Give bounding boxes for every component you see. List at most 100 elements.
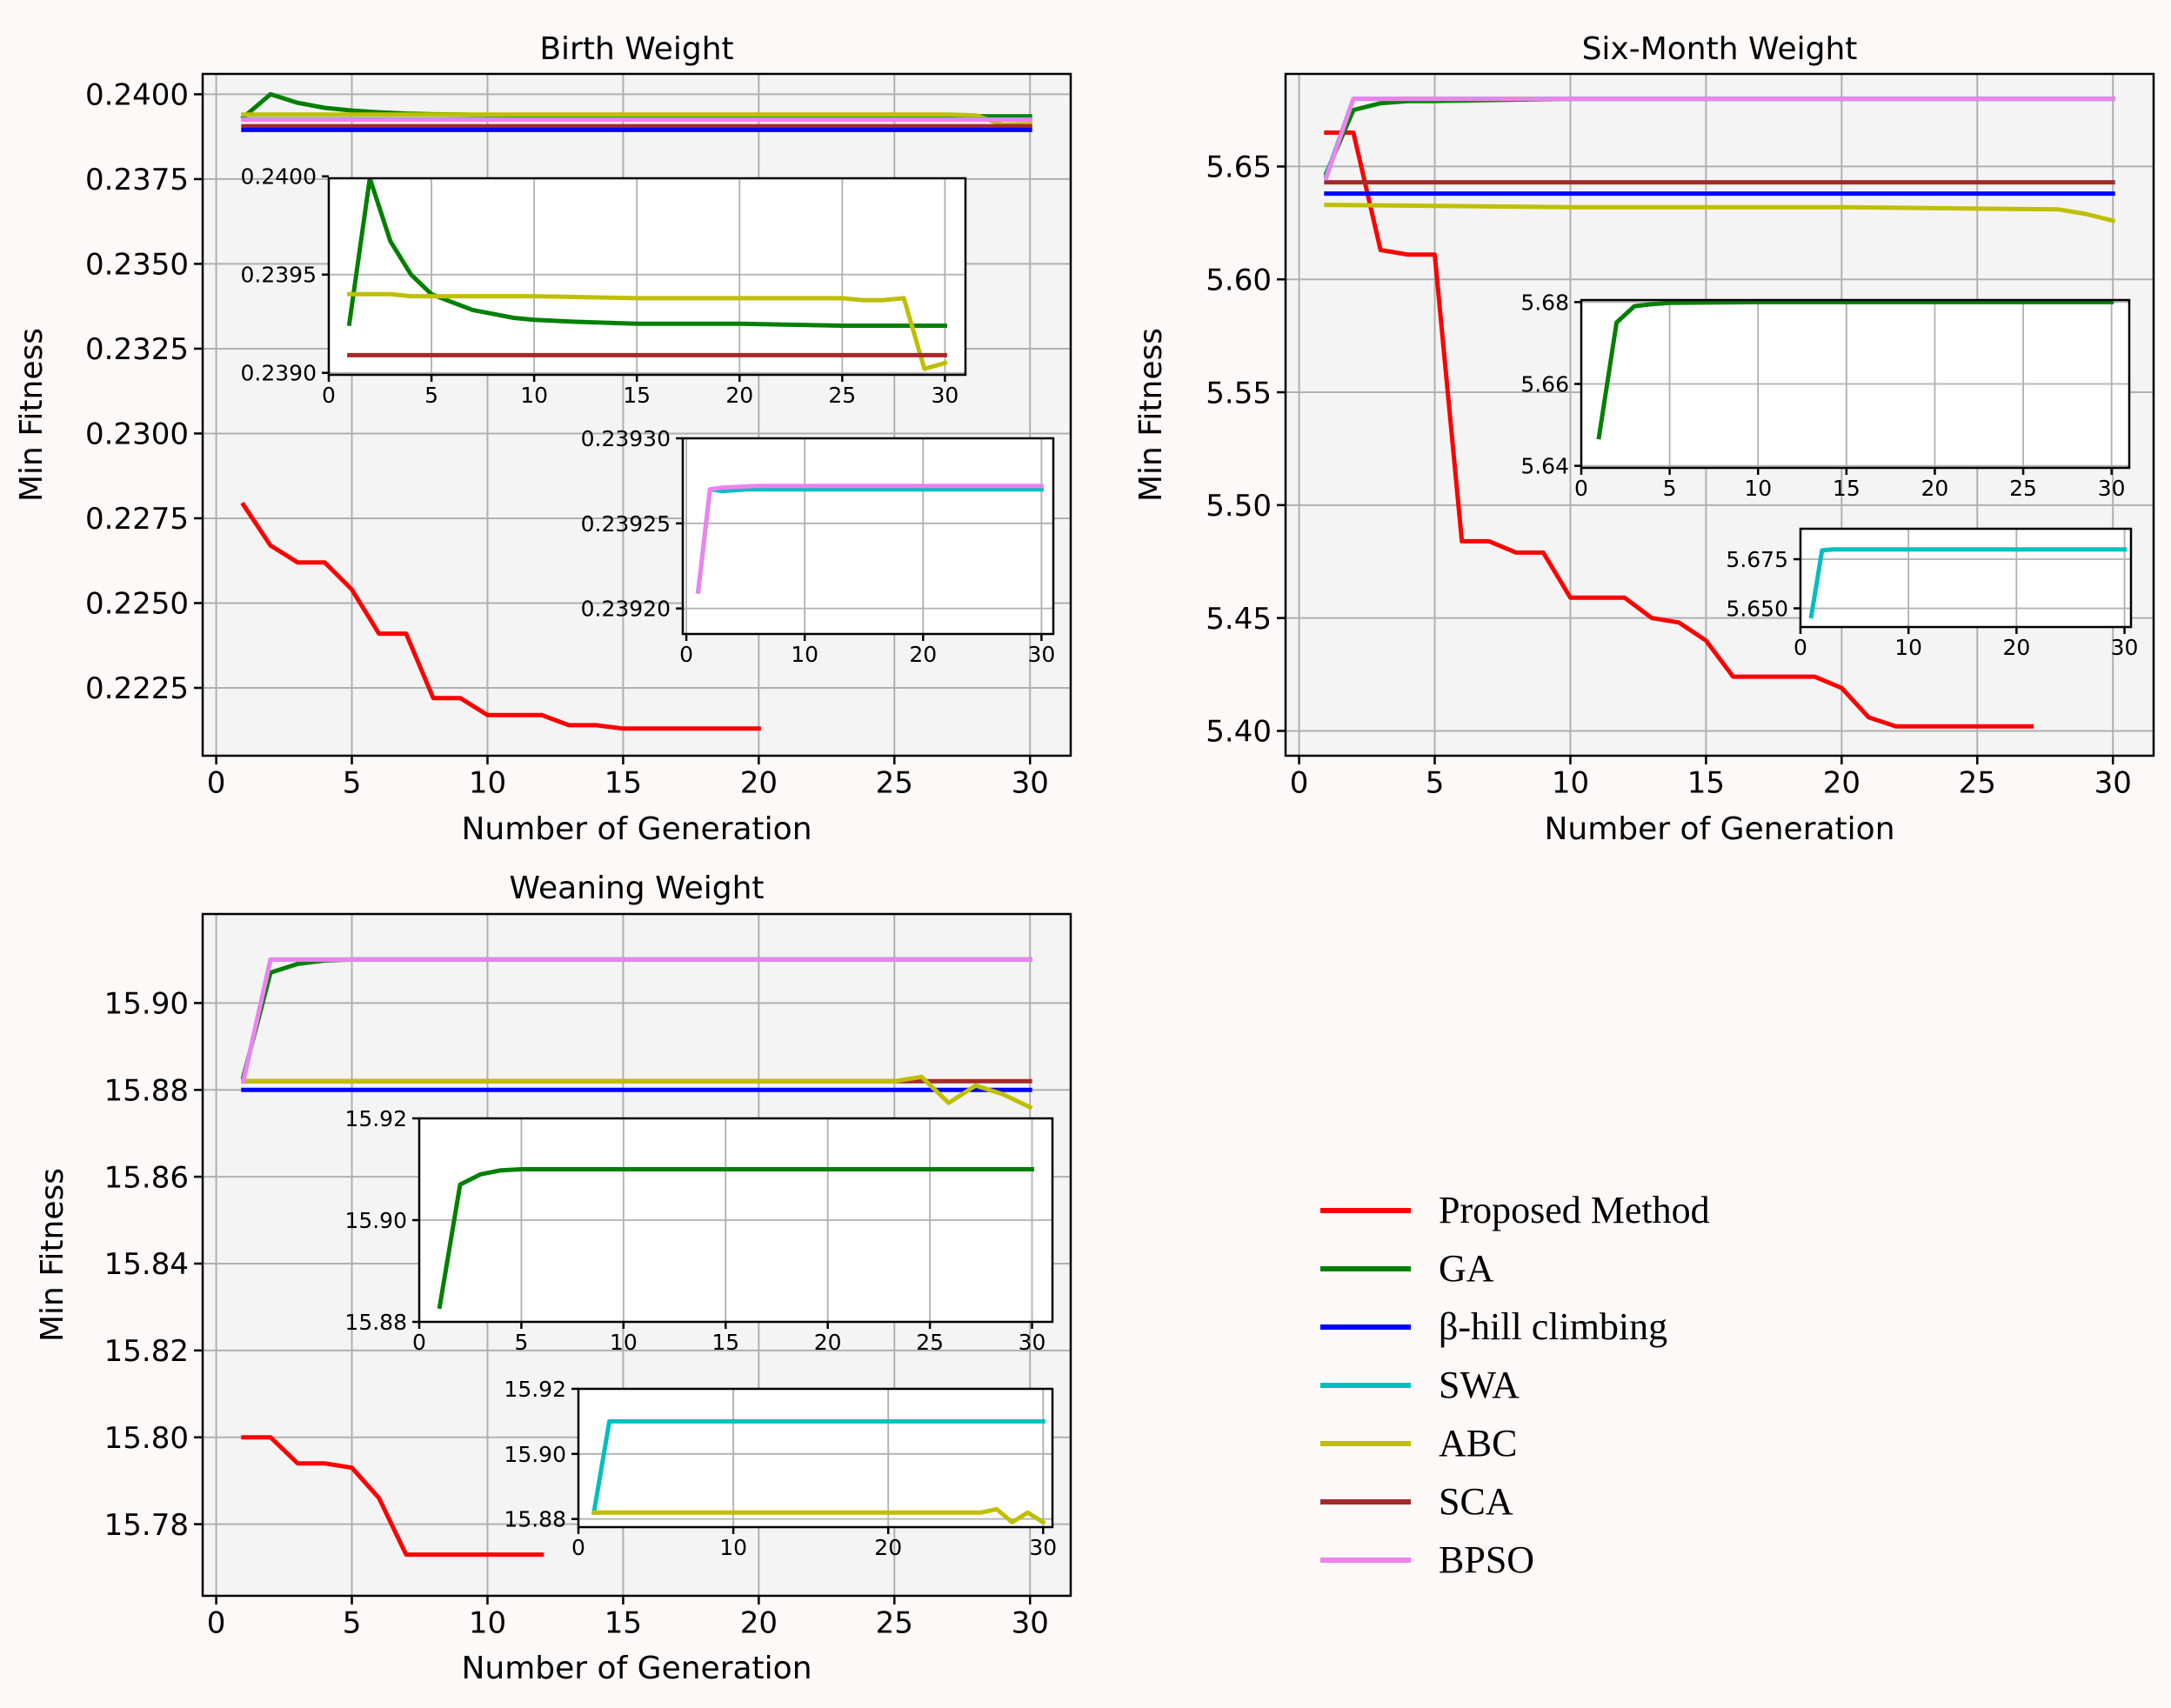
six-x-tick-label: 20 xyxy=(1823,765,1860,800)
six-inset2-plot-area xyxy=(1800,529,2131,627)
wean-inset1-y-tick-label: 15.92 xyxy=(344,1106,407,1131)
wean-frame xyxy=(201,912,1072,1598)
legend-label-4: SWA xyxy=(1439,1364,1520,1406)
birth-inset2-y-tick-label: 0.23930 xyxy=(581,426,671,451)
six-inset1-series-ga xyxy=(1596,300,2114,440)
birth-x-tick-label: 15 xyxy=(605,765,642,800)
six-inset1-x-tick-label: 5 xyxy=(1663,476,1677,501)
six-y-tick-label: 5.50 xyxy=(1206,489,1272,524)
six-inset2-x-tick-label: 20 xyxy=(2002,635,2030,660)
wean-inset-2: 0 10 20 30 15.88 15.90 15.92 xyxy=(504,1377,1057,1560)
wean-x-tick-label: 30 xyxy=(1012,1605,1049,1640)
six-x-tick-label: 30 xyxy=(2094,765,2132,800)
birth-inset1-x-tick-label: 30 xyxy=(931,383,959,408)
wean-inset1-x-tick-label: 25 xyxy=(916,1330,944,1355)
legend-label-5: ABC xyxy=(1439,1422,1517,1464)
wean-series-group xyxy=(240,957,1033,1558)
birth-inset1-series-ga xyxy=(346,178,947,328)
wean-y-tick-label: 15.80 xyxy=(104,1421,189,1456)
six-y-tick-label: 5.45 xyxy=(1206,602,1272,637)
birth-y-tick-label: 0.2350 xyxy=(85,248,189,283)
wean-y-tick-label: 15.78 xyxy=(104,1508,189,1543)
six-x-tick-label: 0 xyxy=(1290,765,1309,800)
birth-inset1-frame xyxy=(327,177,967,377)
wean-inset2-series-group xyxy=(591,1418,1046,1525)
wean-inset1-y-tick-label: 15.90 xyxy=(344,1208,407,1233)
birth-y-tick-label: 0.2400 xyxy=(85,78,189,113)
birth-inset1-x-tick-label: 20 xyxy=(725,383,753,408)
birth-inset2-series-bpso xyxy=(695,484,1044,594)
wean-title: Weaning Weight xyxy=(509,871,764,906)
wean-x-tick-label: 20 xyxy=(740,1605,778,1640)
wean-inset2-y-tick-label: 15.88 xyxy=(504,1507,566,1532)
birth-y-axis-label: Min Fitness xyxy=(14,328,50,502)
wean-inset1-x-tick-label: 20 xyxy=(814,1330,842,1355)
birth-inset1-y-tick-label: 0.2400 xyxy=(241,164,317,190)
six-inset2-series-group xyxy=(1808,547,2127,619)
birth-inset2-y-tick-label: 0.23920 xyxy=(581,597,671,622)
six-inset2-series-swa xyxy=(1808,547,2127,619)
birth-inset1-x-tick-label: 15 xyxy=(623,383,651,408)
wean-inset1-y-tick-label: 15.88 xyxy=(344,1310,407,1335)
six-inset2-x-tick-label: 0 xyxy=(1794,635,1807,660)
birth-x-tick-label: 30 xyxy=(1012,765,1049,800)
wean-y-tick-label: 15.88 xyxy=(104,1073,189,1108)
wean-inset2-x-tick-label: 20 xyxy=(874,1535,902,1560)
wean-series-abc xyxy=(241,1074,1033,1111)
birth-x-tick-label: 5 xyxy=(343,765,362,800)
six-inset-1: 0 5 10 15 20 25 30 5.64 5.66 5.68 xyxy=(1520,290,2131,501)
six-inset2-y-tick-label: 5.650 xyxy=(1726,597,1788,622)
birth-inset1-series-group xyxy=(346,178,948,371)
six-inset2-frame xyxy=(1799,527,2133,629)
six-inset2-x-tick-label: 10 xyxy=(1894,635,1922,660)
six-inset1-y-tick-label: 5.68 xyxy=(1520,290,1569,315)
birth-inset2-x-tick-label: 30 xyxy=(1027,642,1055,667)
wean-x-tick-label: 25 xyxy=(876,1605,913,1640)
six-inset-2: 0 10 20 30 5.650 5.675 xyxy=(1726,527,2138,660)
birth-inset2-y-tick-label: 0.23925 xyxy=(581,511,671,537)
wean-x-tick-label: 10 xyxy=(469,1605,506,1640)
birth-inset1-x-tick-label: 0 xyxy=(322,383,336,408)
wean-inset2-series-swa xyxy=(591,1418,1045,1516)
legend-label-1: Proposed Method xyxy=(1439,1189,1710,1231)
wean-x-tick-label: 15 xyxy=(605,1605,642,1640)
birth-inset1-x-tick-label: 25 xyxy=(828,383,856,408)
wean-series-bpso xyxy=(240,957,1032,1084)
wean-x-tick-label: 0 xyxy=(207,1605,226,1640)
birth-x-tick-label: 10 xyxy=(469,765,506,800)
six-inset1-y-tick-label: 5.66 xyxy=(1520,372,1569,397)
six-frame xyxy=(1284,72,2155,757)
birth-series-group xyxy=(240,91,1032,731)
birth-x-tick-label: 25 xyxy=(876,765,913,800)
birth-inset2-x-tick-label: 10 xyxy=(791,642,818,667)
birth-x-tick-label: 20 xyxy=(740,765,778,800)
wean-series-proposed-method xyxy=(241,1435,544,1558)
six-inset1-x-tick-label: 20 xyxy=(1921,476,1949,501)
birth-inset1-x-tick-label: 10 xyxy=(520,383,548,408)
birth-y-tick-label: 0.2375 xyxy=(85,163,189,197)
wean-x-tick-label: 5 xyxy=(343,1605,362,1640)
birth-inset-2: 0 10 20 30 0.23920 0.23925 0.23930 xyxy=(581,426,1056,667)
birth-y-tick-label: 0.2275 xyxy=(85,502,189,537)
chart-six: 0 5 10 15 20 25 30 5.40 5.45 5.50 5.55 5.60 5.65 Six-… xyxy=(1133,31,2155,847)
wean-inset1-x-tick-label: 15 xyxy=(711,1330,739,1355)
birth-inset1-y-tick-label: 0.2395 xyxy=(241,263,317,288)
six-x-axis-label: Number of Generation xyxy=(1544,811,1894,847)
wean-inset1-x-tick-label: 10 xyxy=(610,1330,638,1355)
wean-inset1-x-tick-label: 5 xyxy=(514,1330,528,1355)
wean-y-tick-label: 15.90 xyxy=(104,987,189,1022)
six-inset2-y-tick-label: 5.675 xyxy=(1726,547,1788,572)
birth-inset2-frame xyxy=(681,437,1055,636)
wean-inset1-series-ga xyxy=(437,1167,1034,1310)
birth-inset1-plot-area xyxy=(329,178,965,375)
six-inset1-y-tick-label: 5.64 xyxy=(1520,454,1569,479)
birth-plot-area xyxy=(203,74,1071,756)
wean-inset1-x-tick-label: 30 xyxy=(1019,1330,1046,1355)
six-inset1-x-tick-label: 10 xyxy=(1744,476,1772,501)
legend-label-7: BPSO xyxy=(1439,1538,1534,1581)
birth-inset2-x-tick-label: 20 xyxy=(909,642,937,667)
six-y-tick-label: 5.60 xyxy=(1206,263,1272,297)
birth-y-tick-label: 0.2325 xyxy=(85,332,189,367)
six-y-axis-label: Min Fitness xyxy=(1133,328,1169,502)
birth-frame xyxy=(201,72,1072,757)
